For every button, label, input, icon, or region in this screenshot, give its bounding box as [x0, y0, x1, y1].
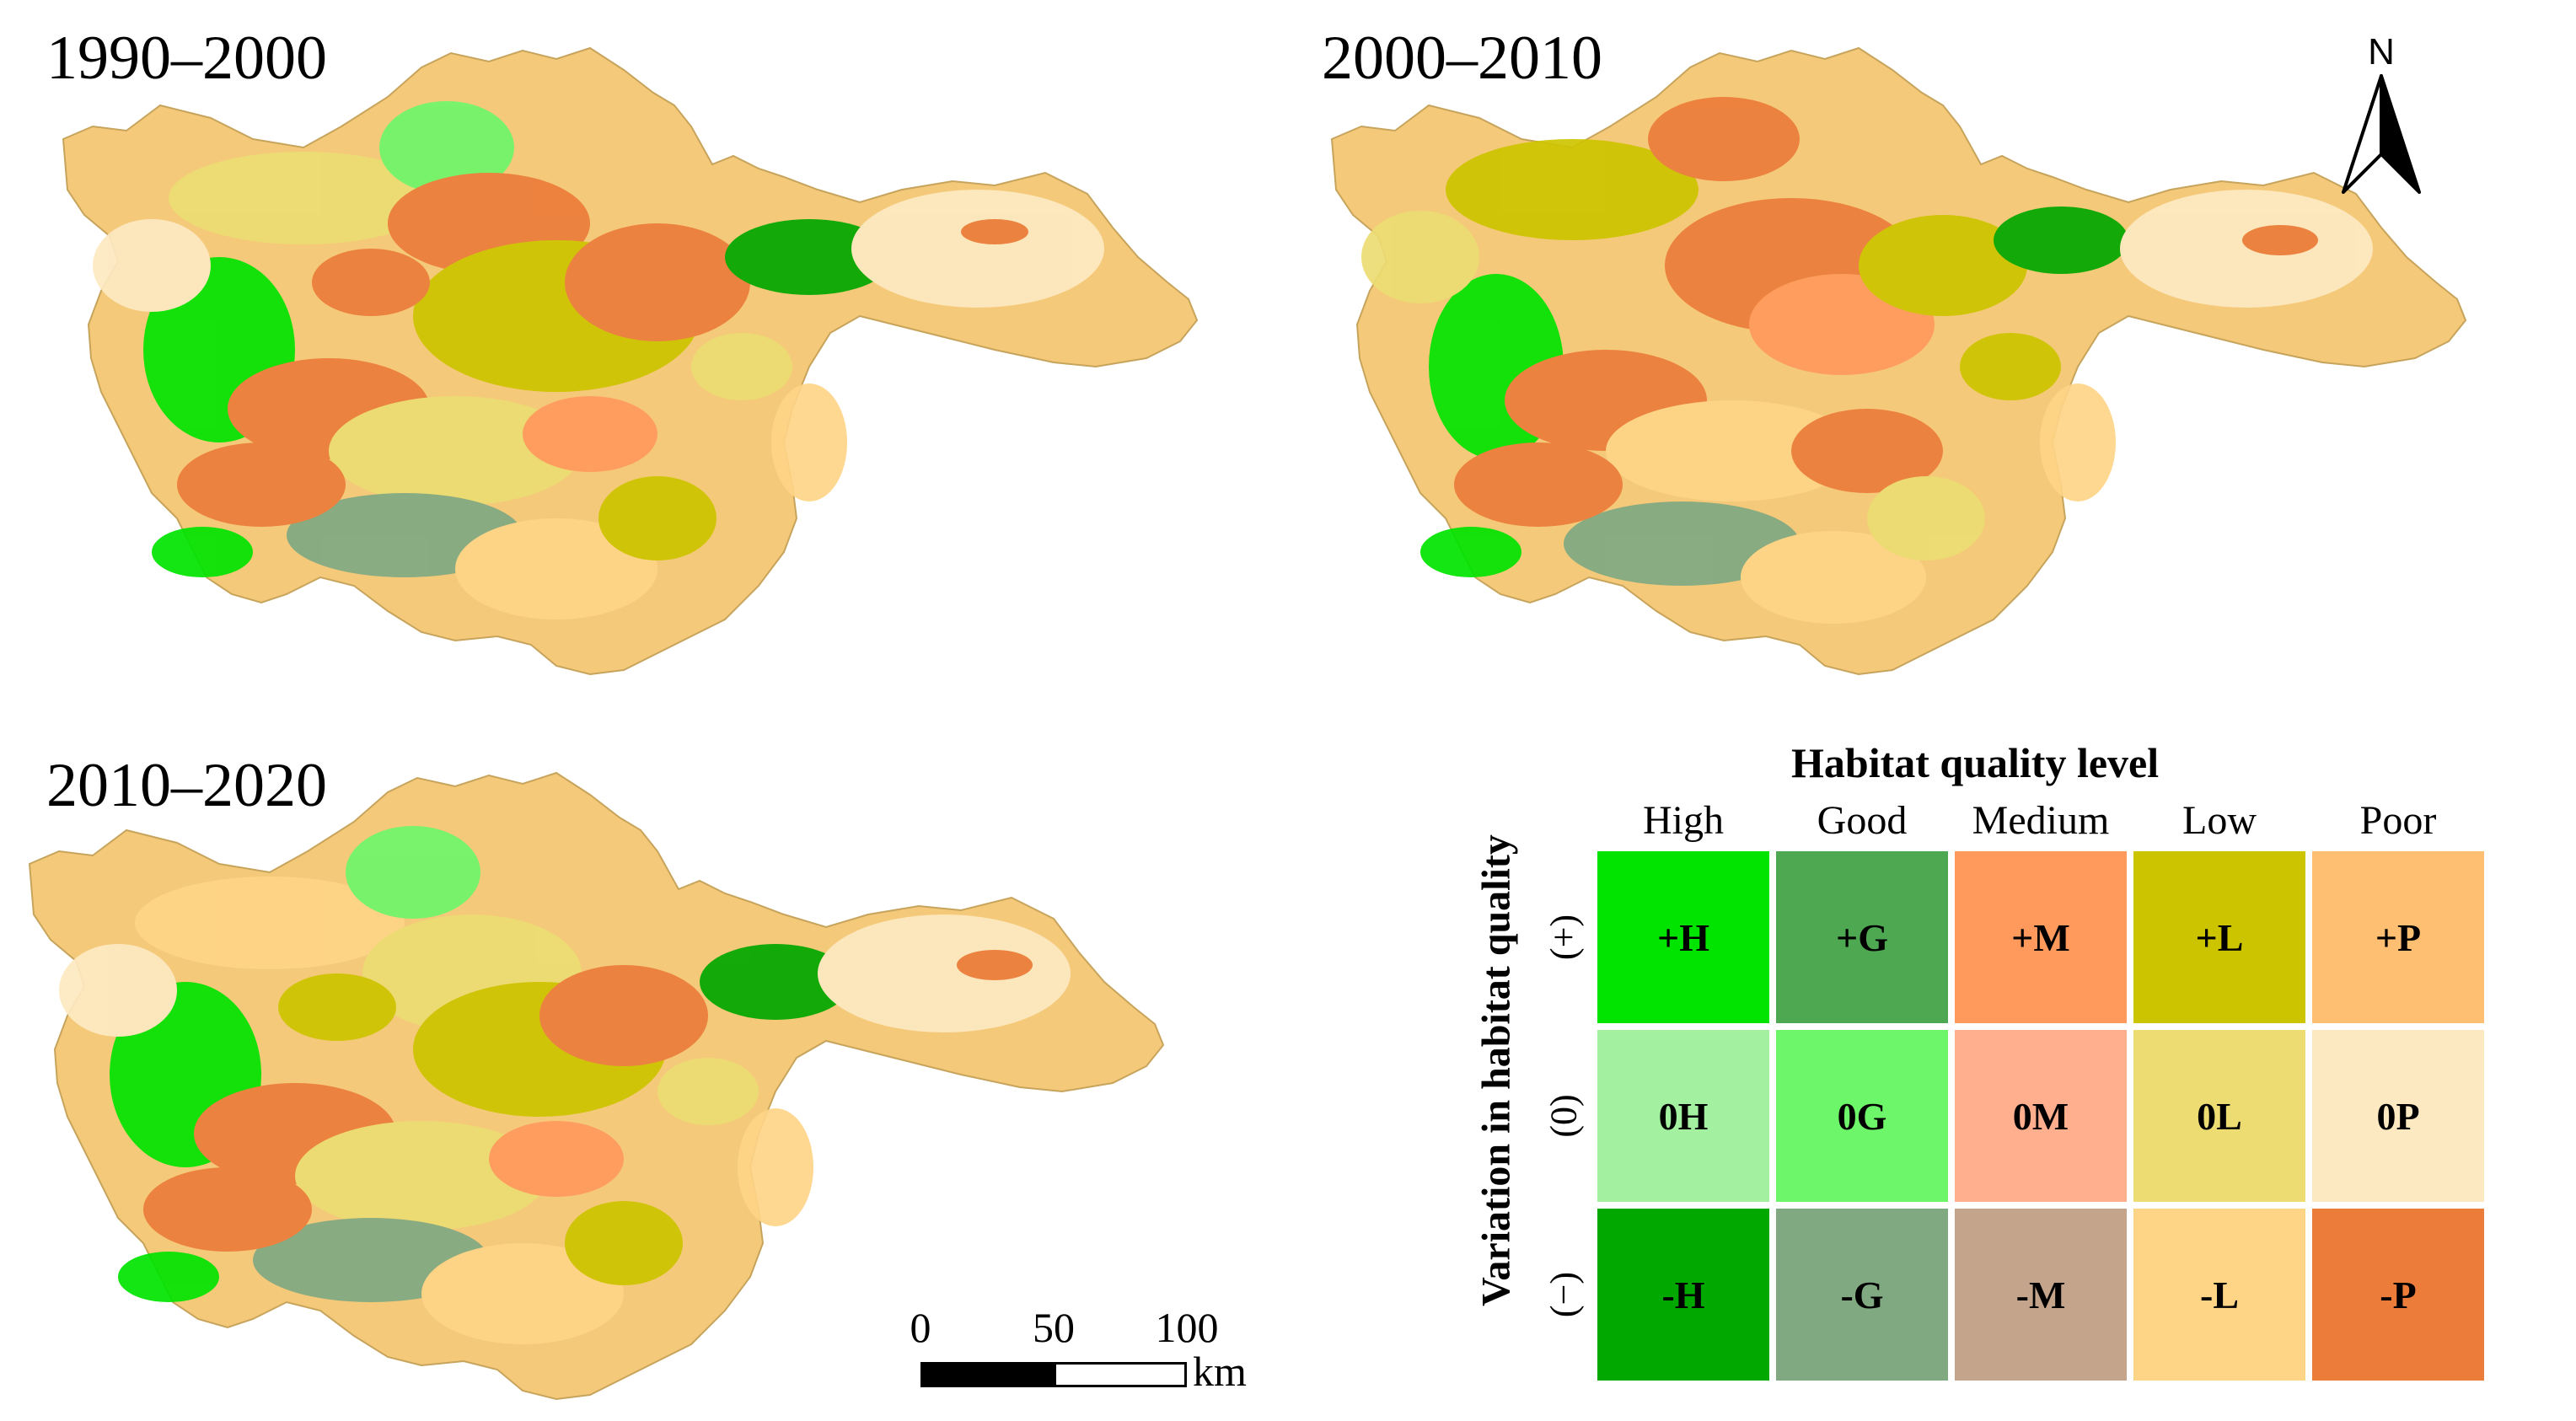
map-texture	[1361, 97, 2373, 624]
map-texture	[93, 101, 1104, 619]
legend-cell: -M	[1955, 1209, 2127, 1381]
legend-cell: 0P	[2312, 1030, 2484, 1202]
legend-cell: -L	[2133, 1209, 2305, 1381]
legend-cell: +H	[1597, 851, 1769, 1023]
legend-row-sign: (−)	[1543, 1271, 1585, 1318]
legend-cell: 0L	[2133, 1030, 2305, 1202]
legend-level-high: High	[1643, 798, 1724, 843]
scale-unit: km	[1193, 1348, 1247, 1395]
north-label: N	[2368, 31, 2395, 72]
legend-cell: -H	[1597, 1209, 1769, 1381]
legend-axis-label: Variation in habitat quality	[1473, 834, 1519, 1306]
map-texture	[59, 826, 1071, 1344]
legend-cell: 0H	[1597, 1030, 1769, 1202]
panel-title-2010-2020: 2010–2020	[46, 751, 327, 820]
scale-bar: 0 50 100 km	[902, 1306, 1256, 1408]
legend-row-sign: (+)	[1543, 914, 1585, 961]
legend-axis: Variation in habitat quality	[1458, 733, 1534, 1408]
legend-row-positive: (+)	[1534, 851, 1593, 1023]
habitat-map-2010-2020	[28, 771, 1165, 1401]
habitat-legend: Habitat quality level High Good Medium L…	[1433, 733, 2495, 1408]
legend-level-good: Good	[1817, 798, 1908, 843]
legend-row-negative: (−)	[1534, 1209, 1593, 1381]
legend-cell: +P	[2312, 851, 2484, 1023]
legend-row-sign: (0)	[1543, 1094, 1585, 1138]
legend-title: Habitat quality level	[1791, 739, 2160, 786]
legend-level-low: Low	[2182, 798, 2257, 843]
north-arrow: N	[2335, 34, 2428, 202]
legend-row-zero: (0)	[1534, 1030, 1593, 1202]
legend-cell: -G	[1776, 1209, 1948, 1381]
scale-bar-segment-black	[920, 1362, 1054, 1387]
panel-title-1990-2000: 1990–2000	[46, 24, 327, 93]
legend-level-medium: Medium	[1972, 798, 2110, 843]
scale-tick-0: 0	[910, 1304, 931, 1351]
panel-title-2000-2010: 2000–2010	[1322, 24, 1602, 93]
habitat-map-1990-2000	[62, 46, 1199, 676]
scale-tick-50: 50	[1033, 1304, 1075, 1351]
legend-cell: +M	[1955, 851, 2127, 1023]
legend-cell: +L	[2133, 851, 2305, 1023]
scale-tick-100: 100	[1155, 1304, 1219, 1351]
north-arrow-icon	[2342, 74, 2421, 194]
legend-cell: 0G	[1776, 1030, 1948, 1202]
legend-cell: +G	[1776, 851, 1948, 1023]
legend-cell: -P	[2312, 1209, 2484, 1381]
habitat-map-2000-2010	[1330, 46, 2467, 676]
legend-cell: 0M	[1955, 1030, 2127, 1202]
legend-level-poor: Poor	[2359, 798, 2437, 843]
scale-bar-segment-white	[1054, 1362, 1187, 1387]
